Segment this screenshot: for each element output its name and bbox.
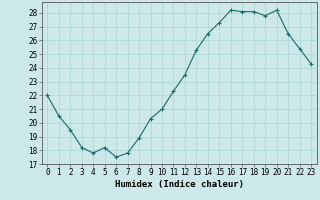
X-axis label: Humidex (Indice chaleur): Humidex (Indice chaleur)	[115, 180, 244, 189]
